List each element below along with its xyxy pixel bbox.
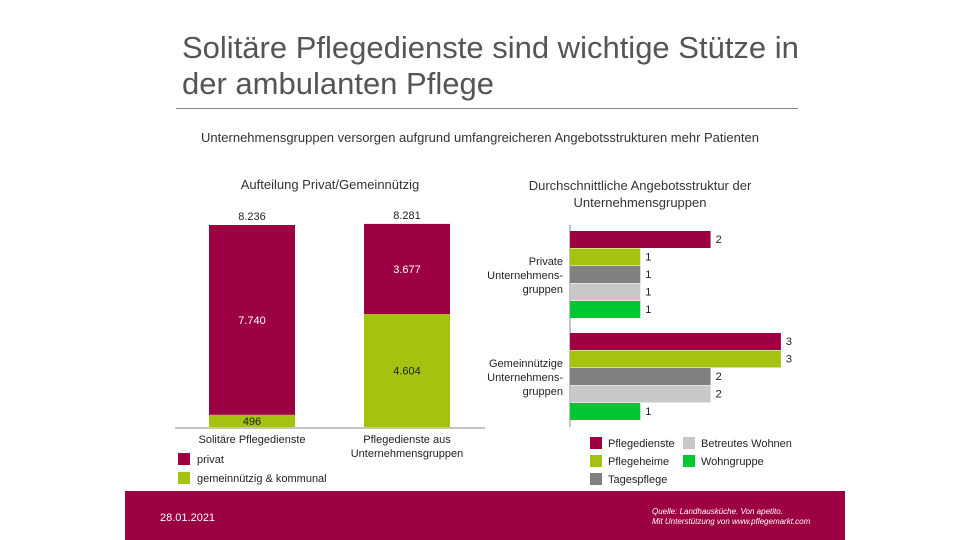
footer-band — [125, 491, 845, 540]
legend-swatch — [683, 455, 695, 467]
title-divider — [176, 108, 798, 109]
bar — [570, 385, 711, 403]
page-title: Solitäre Pflegedienste sind wichtige Stü… — [182, 30, 799, 101]
subtitle: Unternehmensgruppen versorgen aufgrund u… — [201, 130, 759, 145]
category-label: Unternehmens- — [487, 270, 563, 282]
bar-value-label: 2 — [716, 371, 722, 383]
segment-label: 3.677 — [393, 264, 421, 276]
stacked-bar-segment — [364, 314, 450, 427]
legend-swatch — [590, 437, 602, 449]
bar-value-label: 1 — [645, 287, 651, 299]
bar — [570, 333, 781, 350]
bar-value-label: 1 — [645, 406, 651, 418]
bar-value-label: 3 — [786, 336, 792, 348]
legend-label: Pflegeheime — [608, 456, 669, 468]
category-label: Private — [529, 256, 563, 268]
legend-label: Tagespflege — [608, 474, 667, 486]
bar-value-label: 3 — [786, 354, 792, 366]
bar — [570, 403, 641, 420]
legend-swatch — [590, 473, 602, 485]
stacked-bar-segment — [209, 225, 295, 415]
bar — [570, 266, 641, 283]
stacked-bar-segment — [209, 414, 295, 427]
bar — [570, 301, 641, 318]
legend-swatch — [178, 453, 190, 465]
legend-label: Pflegedienste — [608, 438, 675, 450]
bar-value-label: 1 — [645, 269, 651, 281]
bar — [570, 283, 641, 301]
category-label: Gemeinnützige — [489, 358, 563, 370]
segment-label: 4.604 — [393, 366, 421, 378]
total-label: 8.236 — [238, 211, 266, 223]
category-label: gruppen — [523, 386, 563, 398]
total-label: 8.281 — [393, 210, 421, 222]
bar — [570, 350, 781, 368]
bar — [570, 231, 711, 248]
legend-swatch — [178, 472, 190, 484]
footer-source: Quelle: Landhausküche. Von apetito. Mit … — [652, 507, 810, 527]
legend-swatch — [590, 455, 602, 467]
legend-label: Betreutes Wohnen — [701, 438, 792, 450]
segment-label: 7.740 — [238, 315, 266, 327]
right-chart-title: Durchschnittliche Angebotsstruktur der U… — [528, 178, 752, 210]
category-label: Pflegedienste aus — [363, 434, 451, 446]
stacked-bar-segment — [364, 223, 450, 315]
bar-value-label: 1 — [645, 304, 651, 316]
legend-label: gemeinnützig & kommunal — [197, 473, 327, 485]
footer-date: 28.01.2021 — [160, 512, 216, 524]
left-chart-title: Aufteilung Privat/Gemeinnützig — [240, 177, 420, 192]
category-label: Solitäre Pflegedienste — [198, 434, 305, 446]
category-label: Unternehmensgruppen — [351, 448, 464, 460]
legend-label: Wohngruppe — [701, 456, 764, 468]
category-label: gruppen — [523, 284, 563, 296]
segment-label: 496 — [243, 416, 261, 428]
bar — [570, 248, 641, 266]
legend-label: privat — [197, 454, 224, 466]
bar-value-label: 1 — [645, 252, 651, 264]
bar-value-label: 2 — [716, 389, 722, 401]
source-line-2: Mit Unterstützung von www.pflegemarkt.co… — [652, 517, 811, 526]
bar-value-label: 2 — [716, 234, 722, 246]
bar — [570, 368, 711, 385]
source-line-1: Quelle: Landhausküche. Von apetito. — [652, 507, 783, 516]
category-label: Unternehmens- — [487, 372, 563, 384]
legend-swatch — [683, 437, 695, 449]
